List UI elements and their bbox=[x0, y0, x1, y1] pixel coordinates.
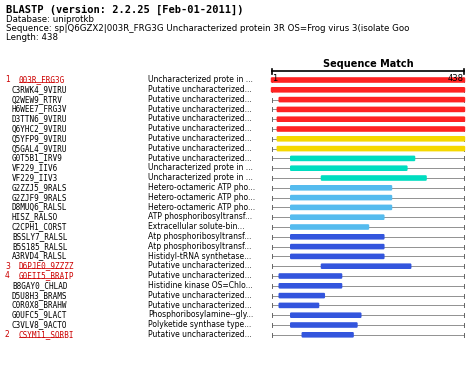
Text: VF229_IIV6: VF229_IIV6 bbox=[12, 164, 58, 172]
Text: VF229_IIV3: VF229_IIV3 bbox=[12, 173, 58, 182]
Text: Sequence: sp|Q6GZX2|003R_FRG3G Uncharacterized protein 3R OS=Frog virus 3(isolat: Sequence: sp|Q6GZX2|003R_FRG3G Uncharact… bbox=[6, 24, 410, 33]
FancyBboxPatch shape bbox=[290, 205, 392, 210]
Text: 1: 1 bbox=[272, 74, 277, 83]
Text: Q5GAL4_9VIRU: Q5GAL4_9VIRU bbox=[12, 144, 67, 153]
Text: G0T5B1_IRV9: G0T5B1_IRV9 bbox=[12, 154, 63, 162]
Text: Putative uncharacterized...: Putative uncharacterized... bbox=[148, 104, 252, 114]
FancyBboxPatch shape bbox=[321, 263, 411, 269]
Text: Histidine kinase OS=Chlo...: Histidine kinase OS=Chlo... bbox=[148, 281, 253, 290]
FancyBboxPatch shape bbox=[290, 224, 369, 230]
FancyBboxPatch shape bbox=[279, 97, 465, 103]
Text: BLASTP (version: 2.2.25 [Feb-01-2011]): BLASTP (version: 2.2.25 [Feb-01-2011]) bbox=[6, 5, 244, 15]
FancyBboxPatch shape bbox=[276, 136, 465, 142]
Text: 1: 1 bbox=[5, 76, 10, 84]
Text: D5U8H3_BRAMS: D5U8H3_BRAMS bbox=[12, 291, 67, 300]
FancyBboxPatch shape bbox=[301, 332, 354, 338]
Text: HISZ_RALSO: HISZ_RALSO bbox=[12, 212, 58, 222]
Text: Database: uniprotkb: Database: uniprotkb bbox=[6, 15, 94, 24]
Text: G2ZJF9_9RALS: G2ZJF9_9RALS bbox=[12, 193, 67, 202]
Text: Putative uncharacterized...: Putative uncharacterized... bbox=[148, 144, 252, 153]
Text: Putative uncharacterized...: Putative uncharacterized... bbox=[148, 291, 252, 300]
Text: 438: 438 bbox=[448, 74, 464, 83]
Text: Uncharacterized prote in ...: Uncharacterized prote in ... bbox=[148, 164, 253, 172]
Text: 4: 4 bbox=[5, 271, 10, 280]
Text: CSYM11_SORBI: CSYM11_SORBI bbox=[19, 330, 74, 339]
Text: H6WEE7_FRG3V: H6WEE7_FRG3V bbox=[12, 104, 67, 114]
Text: G0EII5_BRAIP: G0EII5_BRAIP bbox=[19, 271, 74, 280]
FancyBboxPatch shape bbox=[290, 322, 358, 328]
Text: Putative uncharacterized...: Putative uncharacterized... bbox=[148, 134, 252, 143]
Text: C3VLV8_9ACTO: C3VLV8_9ACTO bbox=[12, 320, 67, 329]
Text: 003R_FRG3G: 003R_FRG3G bbox=[19, 75, 65, 84]
FancyBboxPatch shape bbox=[279, 303, 319, 308]
Text: 3: 3 bbox=[5, 262, 10, 271]
FancyBboxPatch shape bbox=[276, 126, 465, 132]
Text: Atp phosphoribosyltransf...: Atp phosphoribosyltransf... bbox=[148, 242, 251, 251]
FancyBboxPatch shape bbox=[290, 166, 408, 171]
Text: Putative uncharacterized...: Putative uncharacterized... bbox=[148, 114, 252, 123]
FancyBboxPatch shape bbox=[290, 234, 384, 240]
Text: Length: 438: Length: 438 bbox=[6, 33, 58, 42]
FancyBboxPatch shape bbox=[279, 273, 342, 279]
FancyBboxPatch shape bbox=[290, 195, 392, 200]
Text: Extracellular solute-bin...: Extracellular solute-bin... bbox=[148, 222, 245, 231]
Text: Hetero-octameric ATP pho...: Hetero-octameric ATP pho... bbox=[148, 193, 255, 202]
FancyBboxPatch shape bbox=[276, 116, 465, 122]
Text: Uncharacterized prote in ...: Uncharacterized prote in ... bbox=[148, 75, 253, 84]
FancyBboxPatch shape bbox=[321, 175, 427, 181]
Text: B8GAY0_CHLAD: B8GAY0_CHLAD bbox=[12, 281, 67, 290]
Text: Putative uncharacterized...: Putative uncharacterized... bbox=[148, 330, 252, 339]
Text: Putative uncharacterized...: Putative uncharacterized... bbox=[148, 124, 252, 133]
Text: Uncharacterized prote in ...: Uncharacterized prote in ... bbox=[148, 173, 253, 182]
Text: Putative uncharacterized...: Putative uncharacterized... bbox=[148, 301, 252, 310]
Text: Putative uncharacterized...: Putative uncharacterized... bbox=[148, 262, 252, 270]
Text: Q6YHC2_9VIRU: Q6YHC2_9VIRU bbox=[12, 124, 67, 133]
Text: Phosphoribosylamine--gly...: Phosphoribosylamine--gly... bbox=[148, 310, 253, 319]
FancyBboxPatch shape bbox=[279, 283, 342, 289]
Text: C0R0X8_BRAHW: C0R0X8_BRAHW bbox=[12, 301, 67, 310]
Text: Hetero-octameric ATP pho...: Hetero-octameric ATP pho... bbox=[148, 203, 255, 212]
FancyBboxPatch shape bbox=[276, 146, 465, 151]
FancyBboxPatch shape bbox=[290, 185, 392, 190]
FancyBboxPatch shape bbox=[290, 313, 362, 318]
Text: Putative uncharacterized...: Putative uncharacterized... bbox=[148, 85, 252, 94]
FancyBboxPatch shape bbox=[276, 107, 465, 112]
Text: D3TTN6_9VIRU: D3TTN6_9VIRU bbox=[12, 114, 67, 123]
Text: 2: 2 bbox=[5, 330, 10, 339]
Text: C2CPH1_CORST: C2CPH1_CORST bbox=[12, 222, 67, 231]
FancyBboxPatch shape bbox=[271, 87, 465, 93]
Text: G2ZZJ5_9RALS: G2ZZJ5_9RALS bbox=[12, 183, 67, 192]
Text: ATP phosphoribosyltransf...: ATP phosphoribosyltransf... bbox=[148, 212, 252, 222]
Text: Atp phosphoribosyltransf...: Atp phosphoribosyltransf... bbox=[148, 232, 251, 241]
FancyBboxPatch shape bbox=[279, 293, 325, 298]
FancyBboxPatch shape bbox=[271, 77, 465, 83]
Text: Putative uncharacterized...: Putative uncharacterized... bbox=[148, 154, 252, 162]
Text: Histidyl-tRNA synthetase...: Histidyl-tRNA synthetase... bbox=[148, 252, 251, 261]
FancyBboxPatch shape bbox=[290, 214, 384, 220]
Text: Hetero-octameric ATP pho...: Hetero-octameric ATP pho... bbox=[148, 183, 255, 192]
FancyBboxPatch shape bbox=[290, 244, 384, 249]
Text: B5S185_RALSL: B5S185_RALSL bbox=[12, 242, 67, 251]
Text: BSSLY7_RALSL: BSSLY7_RALSL bbox=[12, 232, 67, 241]
Text: G0UFC5_9LACT: G0UFC5_9LACT bbox=[12, 310, 67, 319]
Text: Polyketide synthase type...: Polyketide synthase type... bbox=[148, 320, 251, 329]
Text: C3RWK4_9VIRU: C3RWK4_9VIRU bbox=[12, 85, 67, 94]
Text: D6PJE0_9ZZZZ: D6PJE0_9ZZZZ bbox=[19, 262, 74, 270]
Text: Sequence Match: Sequence Match bbox=[323, 59, 413, 69]
Text: Putative uncharacterized...: Putative uncharacterized... bbox=[148, 271, 252, 280]
Text: Q2WEW9_RTRV: Q2WEW9_RTRV bbox=[12, 95, 63, 104]
Text: Q5YFP9_9VIRU: Q5YFP9_9VIRU bbox=[12, 134, 67, 143]
FancyBboxPatch shape bbox=[290, 253, 384, 259]
Text: Putative uncharacterized...: Putative uncharacterized... bbox=[148, 95, 252, 104]
Text: A3RVD4_RALSL: A3RVD4_RALSL bbox=[12, 252, 67, 261]
Text: D8MUQ6_RALSL: D8MUQ6_RALSL bbox=[12, 203, 67, 212]
FancyBboxPatch shape bbox=[290, 156, 415, 161]
